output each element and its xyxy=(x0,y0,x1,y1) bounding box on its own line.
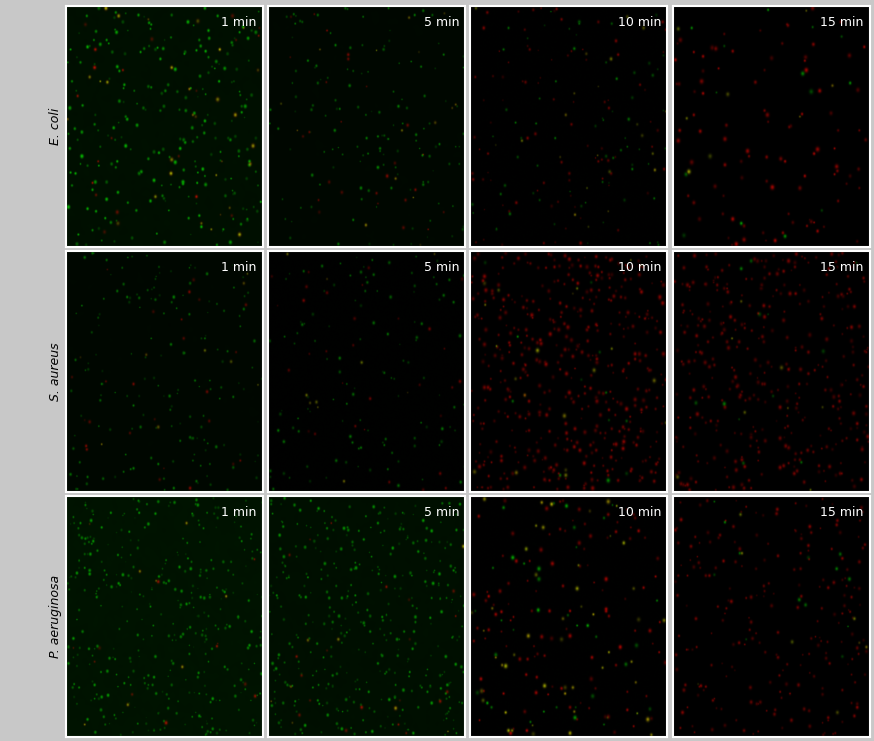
Text: 1 min: 1 min xyxy=(221,16,257,29)
Text: 5 min: 5 min xyxy=(424,261,459,274)
Text: 15 min: 15 min xyxy=(821,506,864,519)
Text: 5 min: 5 min xyxy=(424,506,459,519)
Text: P. aeruginosa: P. aeruginosa xyxy=(49,575,61,659)
Text: 15 min: 15 min xyxy=(821,16,864,29)
Text: 15 min: 15 min xyxy=(821,261,864,274)
Text: S. aureus: S. aureus xyxy=(49,342,61,401)
Text: 10 min: 10 min xyxy=(618,261,662,274)
Text: 10 min: 10 min xyxy=(618,16,662,29)
Text: 10 min: 10 min xyxy=(618,506,662,519)
Text: 1 min: 1 min xyxy=(221,261,257,274)
Text: E. coli: E. coli xyxy=(49,107,61,145)
Text: 5 min: 5 min xyxy=(424,16,459,29)
Text: 1 min: 1 min xyxy=(221,506,257,519)
